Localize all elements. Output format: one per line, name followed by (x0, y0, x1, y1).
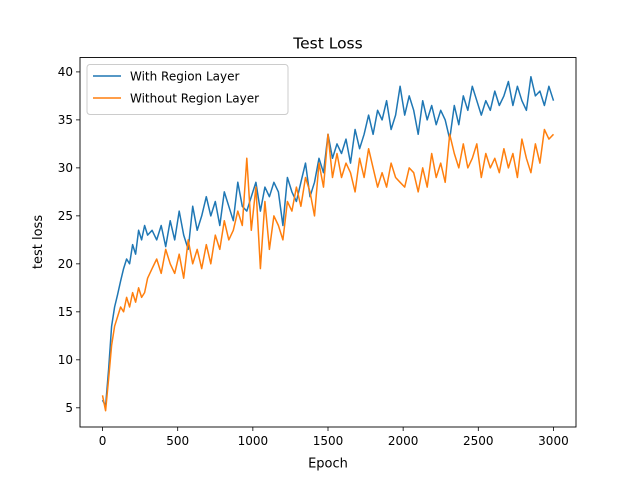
legend-label-1: With Region Layer (130, 69, 239, 83)
y-tick-label: 40 (58, 65, 73, 79)
x-tick-label: 500 (166, 434, 189, 448)
plot-area-frame (79, 57, 577, 428)
y-axis-label: test loss (31, 215, 46, 269)
legend-box (86, 64, 289, 115)
y-tick-label: 10 (58, 353, 73, 367)
x-tick-label: 2500 (463, 434, 494, 448)
y-tick-label: 25 (58, 209, 73, 223)
y-tick-label: 20 (58, 257, 73, 271)
legend-label-2: Without Region Layer (130, 91, 259, 105)
x-axis-label: Epoch (308, 457, 348, 472)
y-tick-label: 5 (65, 401, 73, 415)
x-tick-label: 1000 (238, 434, 269, 448)
x-tick-label: 0 (99, 434, 107, 448)
x-tick-label: 3000 (538, 434, 569, 448)
series-layer (101, 75, 555, 412)
y-tick-label: 30 (58, 161, 73, 175)
y-tick-label: 35 (58, 113, 73, 127)
chart-title: Test Loss (292, 35, 362, 53)
legend: With Region Layer Without Region Layer (86, 64, 289, 115)
y-tick-label: 15 (58, 305, 73, 319)
series-line-2 (101, 128, 555, 412)
series-line-1 (101, 75, 555, 407)
x-tick-label: 1500 (313, 434, 344, 448)
ticks-layer: 0 500 1000 1500 2000 2500 3000 5 10 15 20 25 30 35 40 (58, 65, 569, 448)
x-tick-label: 2000 (388, 434, 419, 448)
